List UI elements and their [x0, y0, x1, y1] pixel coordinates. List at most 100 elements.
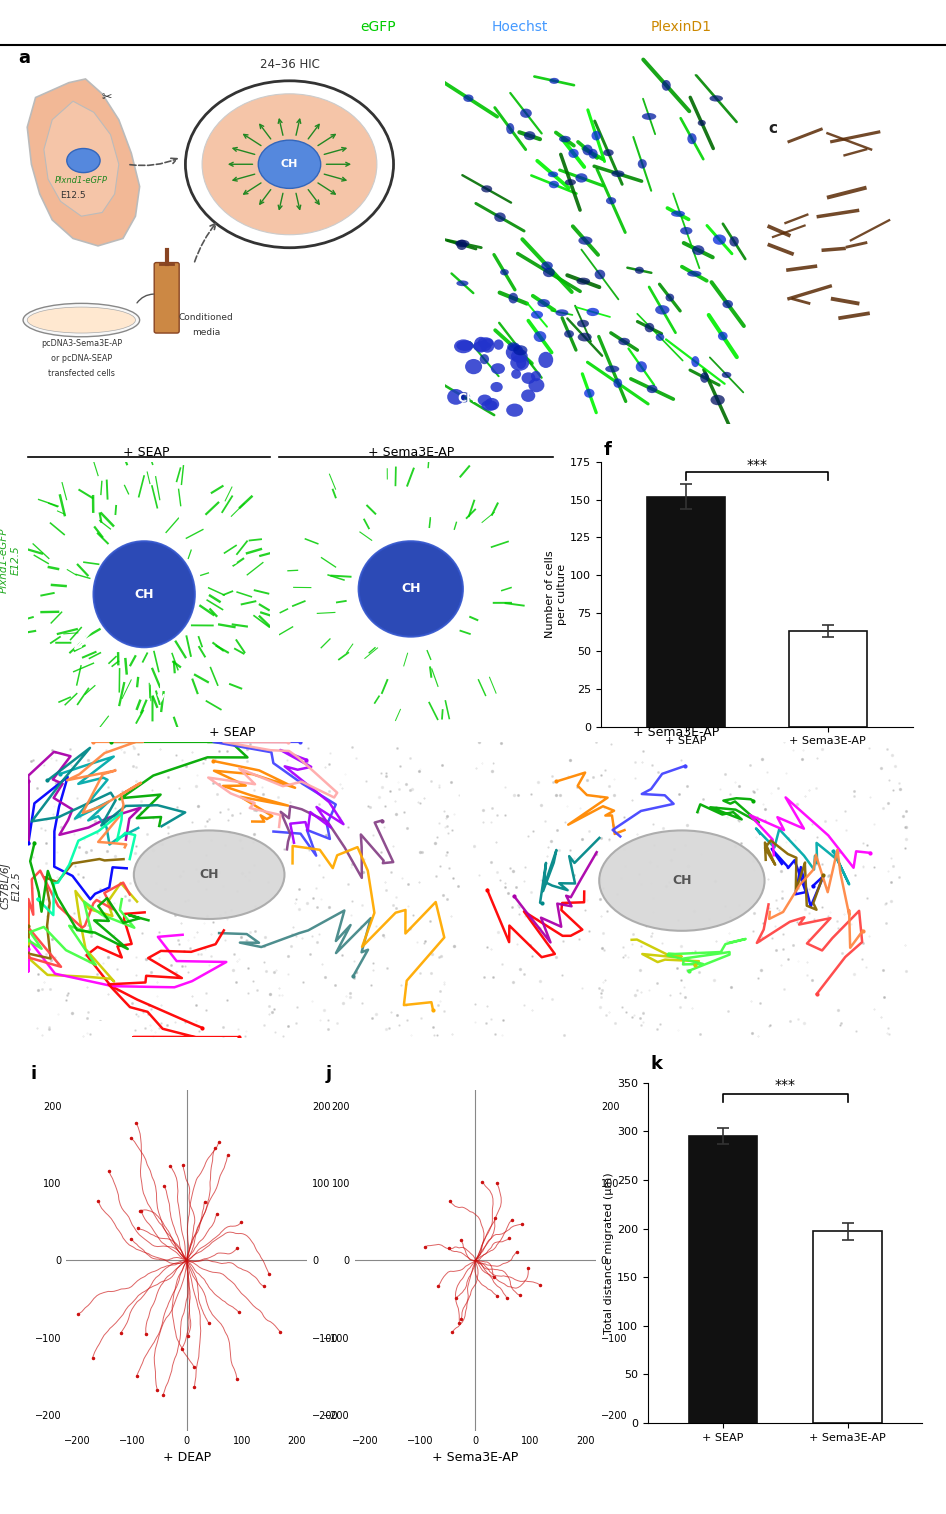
Ellipse shape: [185, 80, 394, 248]
Text: CH: CH: [672, 874, 692, 887]
Ellipse shape: [514, 345, 528, 356]
Ellipse shape: [656, 306, 670, 315]
Text: pcDNA3-Sema3E-AP: pcDNA3-Sema3E-AP: [41, 339, 122, 348]
Text: j: j: [325, 1066, 332, 1084]
Text: e: e: [285, 469, 296, 488]
Ellipse shape: [680, 227, 692, 235]
Text: Hoechst: Hoechst: [492, 20, 549, 35]
Ellipse shape: [606, 197, 616, 204]
FancyBboxPatch shape: [154, 262, 179, 333]
Ellipse shape: [575, 173, 587, 183]
Ellipse shape: [569, 148, 579, 157]
Ellipse shape: [713, 235, 727, 245]
Ellipse shape: [455, 239, 469, 247]
Ellipse shape: [587, 307, 599, 316]
Ellipse shape: [635, 266, 644, 274]
Text: h: h: [482, 751, 494, 769]
Ellipse shape: [133, 830, 285, 919]
Ellipse shape: [642, 114, 657, 120]
Ellipse shape: [543, 268, 555, 277]
Ellipse shape: [710, 395, 725, 406]
Ellipse shape: [359, 542, 463, 636]
Ellipse shape: [520, 109, 532, 118]
Ellipse shape: [490, 382, 502, 392]
Bar: [647, 497, 725, 727]
Ellipse shape: [506, 123, 515, 135]
Ellipse shape: [555, 309, 569, 316]
Ellipse shape: [565, 179, 576, 185]
Ellipse shape: [524, 132, 535, 141]
Ellipse shape: [698, 120, 706, 126]
Ellipse shape: [464, 94, 474, 101]
Ellipse shape: [636, 362, 647, 372]
Ellipse shape: [613, 378, 622, 388]
Ellipse shape: [481, 338, 495, 353]
Ellipse shape: [578, 236, 592, 245]
Ellipse shape: [511, 369, 521, 378]
Ellipse shape: [506, 344, 524, 360]
Text: CH: CH: [200, 868, 219, 881]
Ellipse shape: [459, 392, 470, 403]
PathPatch shape: [44, 101, 119, 217]
Ellipse shape: [692, 245, 705, 254]
Text: Plxnd1-eGFP
E12.5: Plxnd1-eGFP E12.5: [0, 527, 20, 593]
Ellipse shape: [564, 330, 574, 338]
Bar: [814, 1231, 882, 1423]
Ellipse shape: [478, 338, 494, 348]
Ellipse shape: [521, 372, 535, 385]
Ellipse shape: [510, 356, 529, 371]
Ellipse shape: [671, 210, 685, 217]
Ellipse shape: [723, 300, 733, 309]
Ellipse shape: [517, 356, 526, 369]
Y-axis label: Number of cells
per culture: Number of cells per culture: [546, 551, 567, 637]
Text: f: f: [604, 441, 611, 459]
Ellipse shape: [202, 94, 377, 235]
Text: + Sema3E-AP: + Sema3E-AP: [368, 445, 455, 459]
Ellipse shape: [94, 542, 195, 648]
Text: CH: CH: [401, 583, 421, 595]
Ellipse shape: [700, 372, 709, 383]
Text: d: d: [33, 469, 45, 488]
Ellipse shape: [482, 400, 498, 410]
Ellipse shape: [619, 338, 630, 345]
Ellipse shape: [638, 159, 647, 168]
Ellipse shape: [531, 310, 543, 319]
Text: ***: ***: [746, 457, 767, 471]
Ellipse shape: [729, 236, 739, 247]
Ellipse shape: [480, 354, 489, 365]
Ellipse shape: [258, 141, 321, 188]
Ellipse shape: [509, 292, 518, 303]
Text: ✂: ✂: [101, 91, 112, 104]
Text: k: k: [651, 1055, 662, 1073]
Text: E12.5: E12.5: [61, 191, 86, 200]
Text: or pcDNA-SEAP: or pcDNA-SEAP: [51, 354, 112, 363]
Text: 24–36 HIC: 24–36 HIC: [259, 58, 320, 71]
Ellipse shape: [506, 404, 523, 416]
Ellipse shape: [605, 365, 620, 372]
Y-axis label: Total distance migrated (µm): Total distance migrated (µm): [604, 1172, 614, 1334]
Ellipse shape: [529, 378, 544, 392]
Ellipse shape: [534, 332, 546, 342]
Ellipse shape: [588, 148, 598, 159]
Text: CH: CH: [134, 587, 154, 601]
Ellipse shape: [692, 356, 699, 366]
Ellipse shape: [541, 262, 552, 269]
Ellipse shape: [599, 830, 764, 931]
Text: Conditioned: Conditioned: [179, 313, 234, 322]
Ellipse shape: [465, 359, 482, 374]
Text: ***: ***: [775, 1078, 796, 1092]
Ellipse shape: [531, 371, 541, 382]
Ellipse shape: [456, 341, 474, 351]
Text: Plxnd1-eGFP: Plxnd1-eGFP: [54, 176, 107, 185]
Ellipse shape: [507, 342, 520, 351]
Ellipse shape: [67, 148, 100, 173]
Ellipse shape: [474, 336, 488, 353]
Ellipse shape: [550, 77, 559, 83]
Text: media: media: [192, 329, 220, 338]
Ellipse shape: [688, 133, 696, 144]
Ellipse shape: [484, 398, 499, 410]
Ellipse shape: [521, 389, 535, 401]
Ellipse shape: [549, 180, 559, 188]
Ellipse shape: [647, 385, 657, 394]
Ellipse shape: [491, 363, 505, 374]
